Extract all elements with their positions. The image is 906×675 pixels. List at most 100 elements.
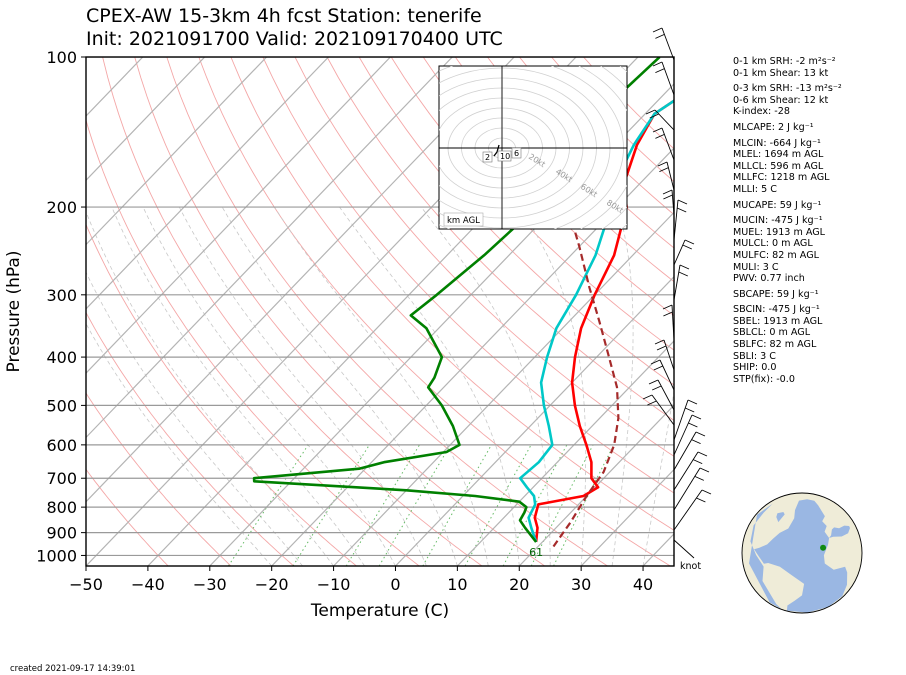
wind-barb-flag [679, 264, 690, 270]
isotherm [86, 57, 453, 439]
stat-line: 0-3 km SRH: -13 m²s⁻² [733, 83, 842, 95]
stat-line: MLLI: 5 C [733, 183, 777, 195]
stat-line: SBEL: 1913 m AGL [733, 315, 823, 327]
wind-barb-flag [695, 431, 706, 437]
mixing-ratio-line [422, 444, 492, 566]
stat-line: MLLCL: 596 m AGL [733, 160, 824, 172]
x-tick-label: 40 [633, 575, 653, 594]
hodograph-legend-box [443, 212, 484, 227]
wind-barb-flag [694, 475, 704, 481]
y-tick-label: 100 [46, 48, 77, 67]
moist-adiabat [86, 210, 334, 566]
y-axis-label: Pressure (hPa) [4, 251, 24, 373]
moist-adiabat [339, 206, 520, 566]
dry-adiabat [390, 57, 674, 351]
stat-line: MULCL: 0 m AGL [733, 238, 813, 250]
sounding-indices-panel: 0-1 km SRH: -2 m²s⁻² 0-1 km Shear: 13 kt 0… [733, 56, 842, 385]
wind-barb-flag [662, 304, 673, 310]
wind-barb-flag [654, 339, 665, 345]
dry-adiabat [102, 57, 483, 566]
stat-line: MUCIN: -475 J kg⁻¹ [733, 215, 823, 227]
wind-barb-flag [687, 399, 698, 405]
stat-line: SBLFC: 82 m AGL [733, 339, 817, 351]
mixing-ratio-line [378, 444, 451, 566]
wind-barb [651, 394, 675, 426]
x-tick-label: −10 [317, 575, 351, 594]
wind-barb [673, 264, 681, 301]
wind-barb-flag [663, 194, 673, 200]
stat-line: K-index: -28 [733, 106, 790, 118]
stat-line: SBCAPE: 59 J kg⁻¹ [733, 288, 819, 300]
moist-adiabat [86, 322, 272, 566]
wind-barb-flag [688, 422, 698, 428]
wind-barb-flag [655, 33, 665, 39]
created-timestamp: created 2021-09-17 14:39:01 [10, 664, 136, 674]
wind-barb-flag [649, 113, 659, 119]
globe-sea [829, 525, 850, 538]
wind-barb [654, 109, 675, 131]
surface-label: 61 [529, 546, 543, 559]
series-dewpoint [252, 57, 661, 543]
globe-ocean [754, 499, 848, 613]
isotherm [395, 275, 674, 566]
dry-adiabat [86, 118, 420, 566]
isotherm [333, 211, 674, 566]
stat-line: MUEL: 1913 m AGL [733, 226, 826, 238]
wind-barb-flag [691, 414, 702, 420]
mixing-ratio-line [345, 444, 420, 566]
x-tick-label: 0 [390, 575, 400, 594]
dry-adiabat [358, 57, 674, 386]
mixing-ratio-line [292, 444, 370, 566]
dry-adiabat [86, 392, 232, 566]
wind-barb-flag [655, 68, 665, 74]
y-tick-label: 700 [46, 469, 77, 488]
x-tick-label: −20 [255, 575, 289, 594]
y-tick-label: 600 [46, 436, 77, 455]
moist-adiabat [519, 206, 587, 566]
wind-barb [673, 431, 697, 471]
station-marker [820, 544, 827, 551]
wind-barb-flag [652, 385, 662, 391]
wind-barb [673, 399, 689, 441]
stat-line: MLEL: 1694 m AGL [733, 149, 824, 161]
wind-barb-flag [650, 359, 661, 365]
stat-line: MUCAPE: 59 J kg⁻¹ [733, 199, 822, 211]
wind-barb-flag [645, 109, 656, 115]
wind-barb-flag [663, 311, 673, 317]
y-tick-label: 900 [46, 524, 77, 543]
stat-line: PWV: 0.77 inch [733, 273, 805, 285]
isotherm [86, 57, 515, 503]
isotherm [86, 57, 268, 246]
x-tick-label: −50 [69, 575, 103, 594]
dry-adiabat [454, 57, 674, 283]
moist-adiabat [221, 206, 458, 566]
y-tick-label: 400 [46, 348, 77, 367]
stat-line: SBLI: 3 C [733, 350, 776, 362]
globe-sea [776, 512, 785, 523]
hodograph-height-box [482, 151, 493, 163]
wind-barb-flag [656, 345, 667, 351]
stat-line: 0-1 km Shear: 13 kt [733, 67, 829, 79]
wind-barb [673, 199, 679, 241]
moist-adiabat [611, 206, 634, 566]
wind-barb-flag [652, 27, 663, 33]
stat-line: MULI: 3 C [733, 261, 779, 273]
stat-line: STP(fix): -0.0 [733, 373, 795, 385]
wind-barb-flag [701, 489, 712, 495]
wind-barb-flag [642, 394, 653, 400]
wind-barb-flag [697, 451, 708, 457]
stat-line: 0-1 km SRH: -2 m²s⁻² [733, 56, 836, 67]
hodograph-height-label: 10 [500, 152, 510, 161]
hodograph-trace [493, 144, 500, 157]
x-tick-label: 20 [509, 575, 529, 594]
wind-barb-flag [662, 189, 673, 195]
isotherm [580, 468, 674, 566]
wind-barb-flag [652, 127, 663, 133]
stat-line: MLCAPE: 2 J kg⁻¹ [733, 121, 814, 133]
stat-line: SBLCL: 0 m AGL [733, 327, 811, 339]
isotherm [456, 340, 674, 566]
dry-adiabat [422, 57, 674, 317]
stat-line: MLLFC: 1218 m AGL [733, 172, 830, 184]
isotherm [86, 57, 391, 375]
wind-barb-flag [677, 207, 687, 213]
